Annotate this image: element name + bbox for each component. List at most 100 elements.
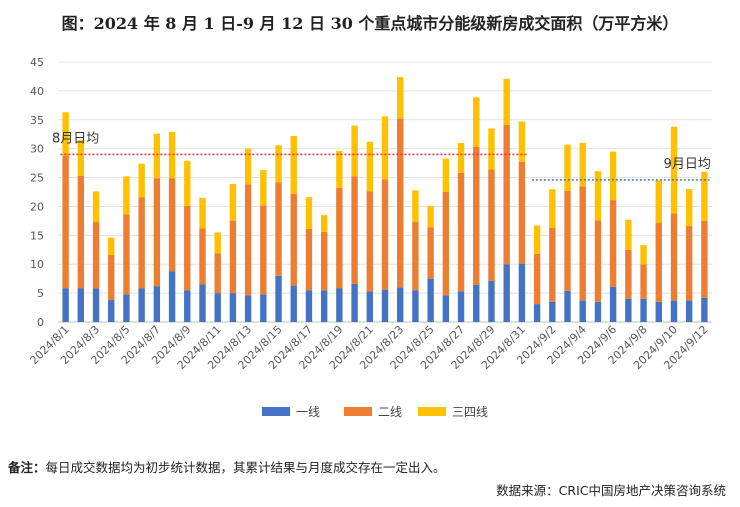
bar-segment-tier34 [564,144,571,191]
bar-segment-tier1 [670,300,678,322]
bar-segment-tier1 [153,286,161,322]
bar-segment-tier2 [123,214,130,295]
bar-segment-tier1 [503,264,510,322]
bar-segment-tier34 [685,189,693,227]
bar-segment-tier2 [260,205,267,295]
bar-segment-tier2 [92,222,100,289]
bar-segment-tier2 [549,227,556,302]
bar-segment-tier34 [442,158,450,192]
bar-segment-tier2 [473,146,480,286]
bar-segment-tier34 [92,191,100,223]
bar-segment-tier2 [305,228,313,291]
bar-segment-tier2 [77,175,85,289]
bar-segment-tier1 [594,301,602,322]
bar-segment-tier34 [108,237,115,255]
y-tick-label: 5 [37,287,44,300]
bar-segment-tier1 [320,290,328,322]
bar-segment-tier1 [351,283,358,322]
bar-segment-tier34 [427,205,434,228]
bar-segment-tier34 [351,125,358,177]
bar-segment-tier2 [351,176,358,284]
y-tick-label: 40 [30,85,44,98]
bar-segment-tier1 [427,278,434,322]
y-tick-label: 0 [37,316,44,329]
bar-segment-tier34 [214,232,221,254]
bar-segment-tier34 [533,225,541,254]
bar-segment-tier34 [123,176,130,215]
bar-segment-tier34 [244,148,252,185]
bar-segment-tier2 [457,172,465,292]
bar-segment-tier34 [701,171,708,221]
bar-segment-tier2 [594,220,602,302]
bar-segment-tier1 [229,293,237,322]
bar-segment-tier34 [503,78,510,125]
bar-segment-tier2 [640,264,647,299]
bar-segment-tier1 [275,275,282,322]
data-source: 数据来源：CRIC中国房地产决策咨询系统 [496,483,726,498]
bar-segment-tier34 [320,215,328,232]
bar-segment-tier2 [685,226,693,301]
bar-segment-tier2 [381,179,389,290]
bar-segment-tier2 [533,253,541,305]
bar-segment-tier2 [427,227,434,279]
bar-segment-tier34 [138,163,145,198]
bar-segment-tier1 [244,295,252,322]
bar-segment-tier2 [336,187,343,289]
bar-segment-tier1 [457,291,465,322]
bar-segment-tier2 [412,222,419,291]
bar-segment-tier2 [290,193,297,286]
bar-segment-tier34 [655,180,662,223]
bar-segment-tier1 [701,297,708,322]
bar-segment-tier1 [625,298,632,322]
bar-segment-tier34 [366,141,373,192]
bar-segment-tier34 [168,131,176,179]
y-tick-label: 10 [30,258,44,271]
bar-segment-tier2 [366,191,373,292]
footnote-label: 备注： [8,460,46,475]
bar-segment-tier34 [640,245,647,265]
bar-segment-tier34 [336,150,343,188]
bar-segment-tier34 [488,128,495,170]
bar-segment-tier34 [397,77,404,119]
bar-segment-tier34 [290,135,297,194]
y-tick-label: 15 [30,229,44,242]
y-tick-label: 35 [30,114,44,127]
bar-segment-tier2 [609,200,617,287]
bar-segment-tier1 [290,285,297,322]
bar-segment-tier1 [381,289,389,322]
bar-segment-tier34 [184,160,191,206]
bar-segment-tier1 [579,300,586,322]
legend-swatch [262,407,290,416]
bar-segment-tier2 [229,220,237,294]
bar-segment-tier1 [442,295,450,322]
bar-segment-tier34 [260,170,267,206]
bar-segment-tier1 [366,291,373,322]
bar-segment-tier2 [168,178,176,272]
bar-segment-tier1 [199,284,206,322]
bar-segment-tier1 [518,263,526,322]
bar-segment-tier1 [336,288,343,322]
bar-segment-tier34 [473,97,480,147]
bar-segment-tier34 [381,116,389,180]
bar-segment-tier1 [640,298,647,322]
bar-segment-tier2 [701,220,708,298]
bar-segment-tier2 [153,178,161,287]
september-average-label: 9月日均 [664,157,711,172]
bar-segment-tier34 [305,197,313,229]
bar-segment-tier1 [108,300,115,322]
bar-segment-tier1 [214,293,221,322]
bar-segment-tier2 [184,205,191,291]
bar-segment-tier1 [168,271,176,322]
y-tick-label: 30 [30,143,44,156]
bar-segment-tier1 [412,290,419,322]
y-tick-label: 20 [30,200,44,213]
bar-segment-tier2 [244,184,252,296]
legend-label: 三四线 [452,405,488,419]
legend-swatch [418,407,446,416]
bar-segment-tier34 [594,171,602,221]
bar-segment-tier2 [214,253,221,294]
bar-segment-tier2 [275,182,282,276]
bar-segment-tier34 [670,126,678,214]
bar-segment-tier34 [275,145,282,183]
footnote-text: 每日成交数据均为初步统计数据，其累计结果与月度成交存在一定出入。 [45,460,446,475]
